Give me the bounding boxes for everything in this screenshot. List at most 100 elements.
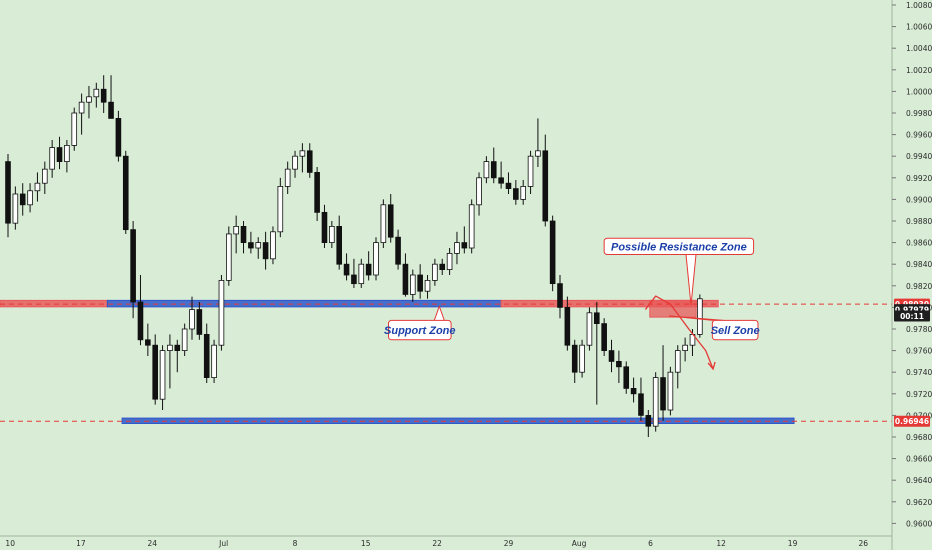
candle-body <box>71 112 78 146</box>
callout-box <box>603 237 755 255</box>
candle-body <box>638 393 644 416</box>
callout-box <box>711 319 759 341</box>
candle <box>343 253 350 281</box>
candle-body <box>601 323 607 352</box>
candle <box>490 147 497 184</box>
time-tick-label: 26 <box>858 539 868 548</box>
candle <box>86 86 92 119</box>
candle <box>579 339 585 378</box>
time-tick-label: Aug <box>572 539 587 548</box>
candle <box>461 226 468 254</box>
candle-body <box>682 344 688 352</box>
candle-body <box>358 263 365 285</box>
candle-body <box>292 155 298 170</box>
candle <box>358 258 365 288</box>
candle <box>159 345 166 410</box>
candle <box>34 172 41 202</box>
time-tick-label: Jul <box>218 539 228 548</box>
candle <box>64 140 70 173</box>
callout-pointer <box>685 254 697 306</box>
candle <box>108 75 114 119</box>
candle <box>203 323 210 383</box>
candle-body <box>100 88 107 103</box>
zone-layer <box>0 299 795 425</box>
candle-body <box>660 377 666 411</box>
candle <box>674 345 681 389</box>
candle-body <box>351 274 357 285</box>
candle <box>586 307 593 351</box>
time-tick-label: 29 <box>504 539 514 548</box>
candle <box>152 334 159 405</box>
candle-body <box>255 242 262 249</box>
candle <box>630 377 637 403</box>
candle <box>42 161 48 194</box>
candle-body <box>130 229 136 303</box>
candle-body <box>387 204 394 238</box>
candle <box>380 199 387 248</box>
time-tick-label: 8 <box>293 539 298 548</box>
candle <box>667 366 674 416</box>
candle-body <box>314 171 320 213</box>
sell-zone-4 <box>649 299 697 318</box>
candle-body <box>93 88 100 98</box>
candle <box>527 150 534 194</box>
candle-body <box>373 242 379 276</box>
candle-body <box>203 333 210 378</box>
candle-body <box>181 328 188 352</box>
candle <box>601 318 607 356</box>
candle <box>697 294 703 338</box>
candle <box>387 194 394 243</box>
candle <box>299 143 306 173</box>
candle-body <box>674 350 681 373</box>
candle-body <box>321 211 328 244</box>
candle-body <box>299 150 306 157</box>
candle <box>314 167 320 221</box>
candle <box>395 229 401 270</box>
candle <box>93 82 100 108</box>
candle <box>100 75 107 113</box>
candle-body <box>343 263 350 276</box>
candle <box>5 154 11 238</box>
candle-body <box>498 177 504 184</box>
candle <box>365 251 372 281</box>
support-zone-0 <box>0 299 108 308</box>
candle-body <box>542 150 549 222</box>
callout-text: Sell Zone <box>711 325 760 337</box>
candle <box>248 231 254 254</box>
candle-body <box>108 101 114 119</box>
time-tick-label: 10 <box>5 539 15 548</box>
candle <box>211 339 217 383</box>
candle-body <box>579 344 585 373</box>
candle <box>594 302 600 405</box>
candle-body <box>520 186 526 200</box>
candle-body <box>697 298 703 335</box>
candle <box>432 258 438 286</box>
price-tag-label: 00:11 <box>900 312 924 321</box>
time-tick-label: 6 <box>648 539 653 548</box>
candle-body <box>608 350 615 362</box>
candle <box>498 161 504 189</box>
candle-body <box>56 147 63 162</box>
candle <box>27 183 33 213</box>
candle-body <box>468 204 475 249</box>
candle-body <box>549 220 556 285</box>
time-tick-label: 22 <box>432 539 442 548</box>
candle <box>439 258 446 275</box>
candle <box>336 215 342 270</box>
candle-body <box>329 225 335 243</box>
candle-body <box>137 301 144 341</box>
candle-body <box>86 96 92 103</box>
candle <box>351 258 357 288</box>
candle <box>218 275 225 351</box>
